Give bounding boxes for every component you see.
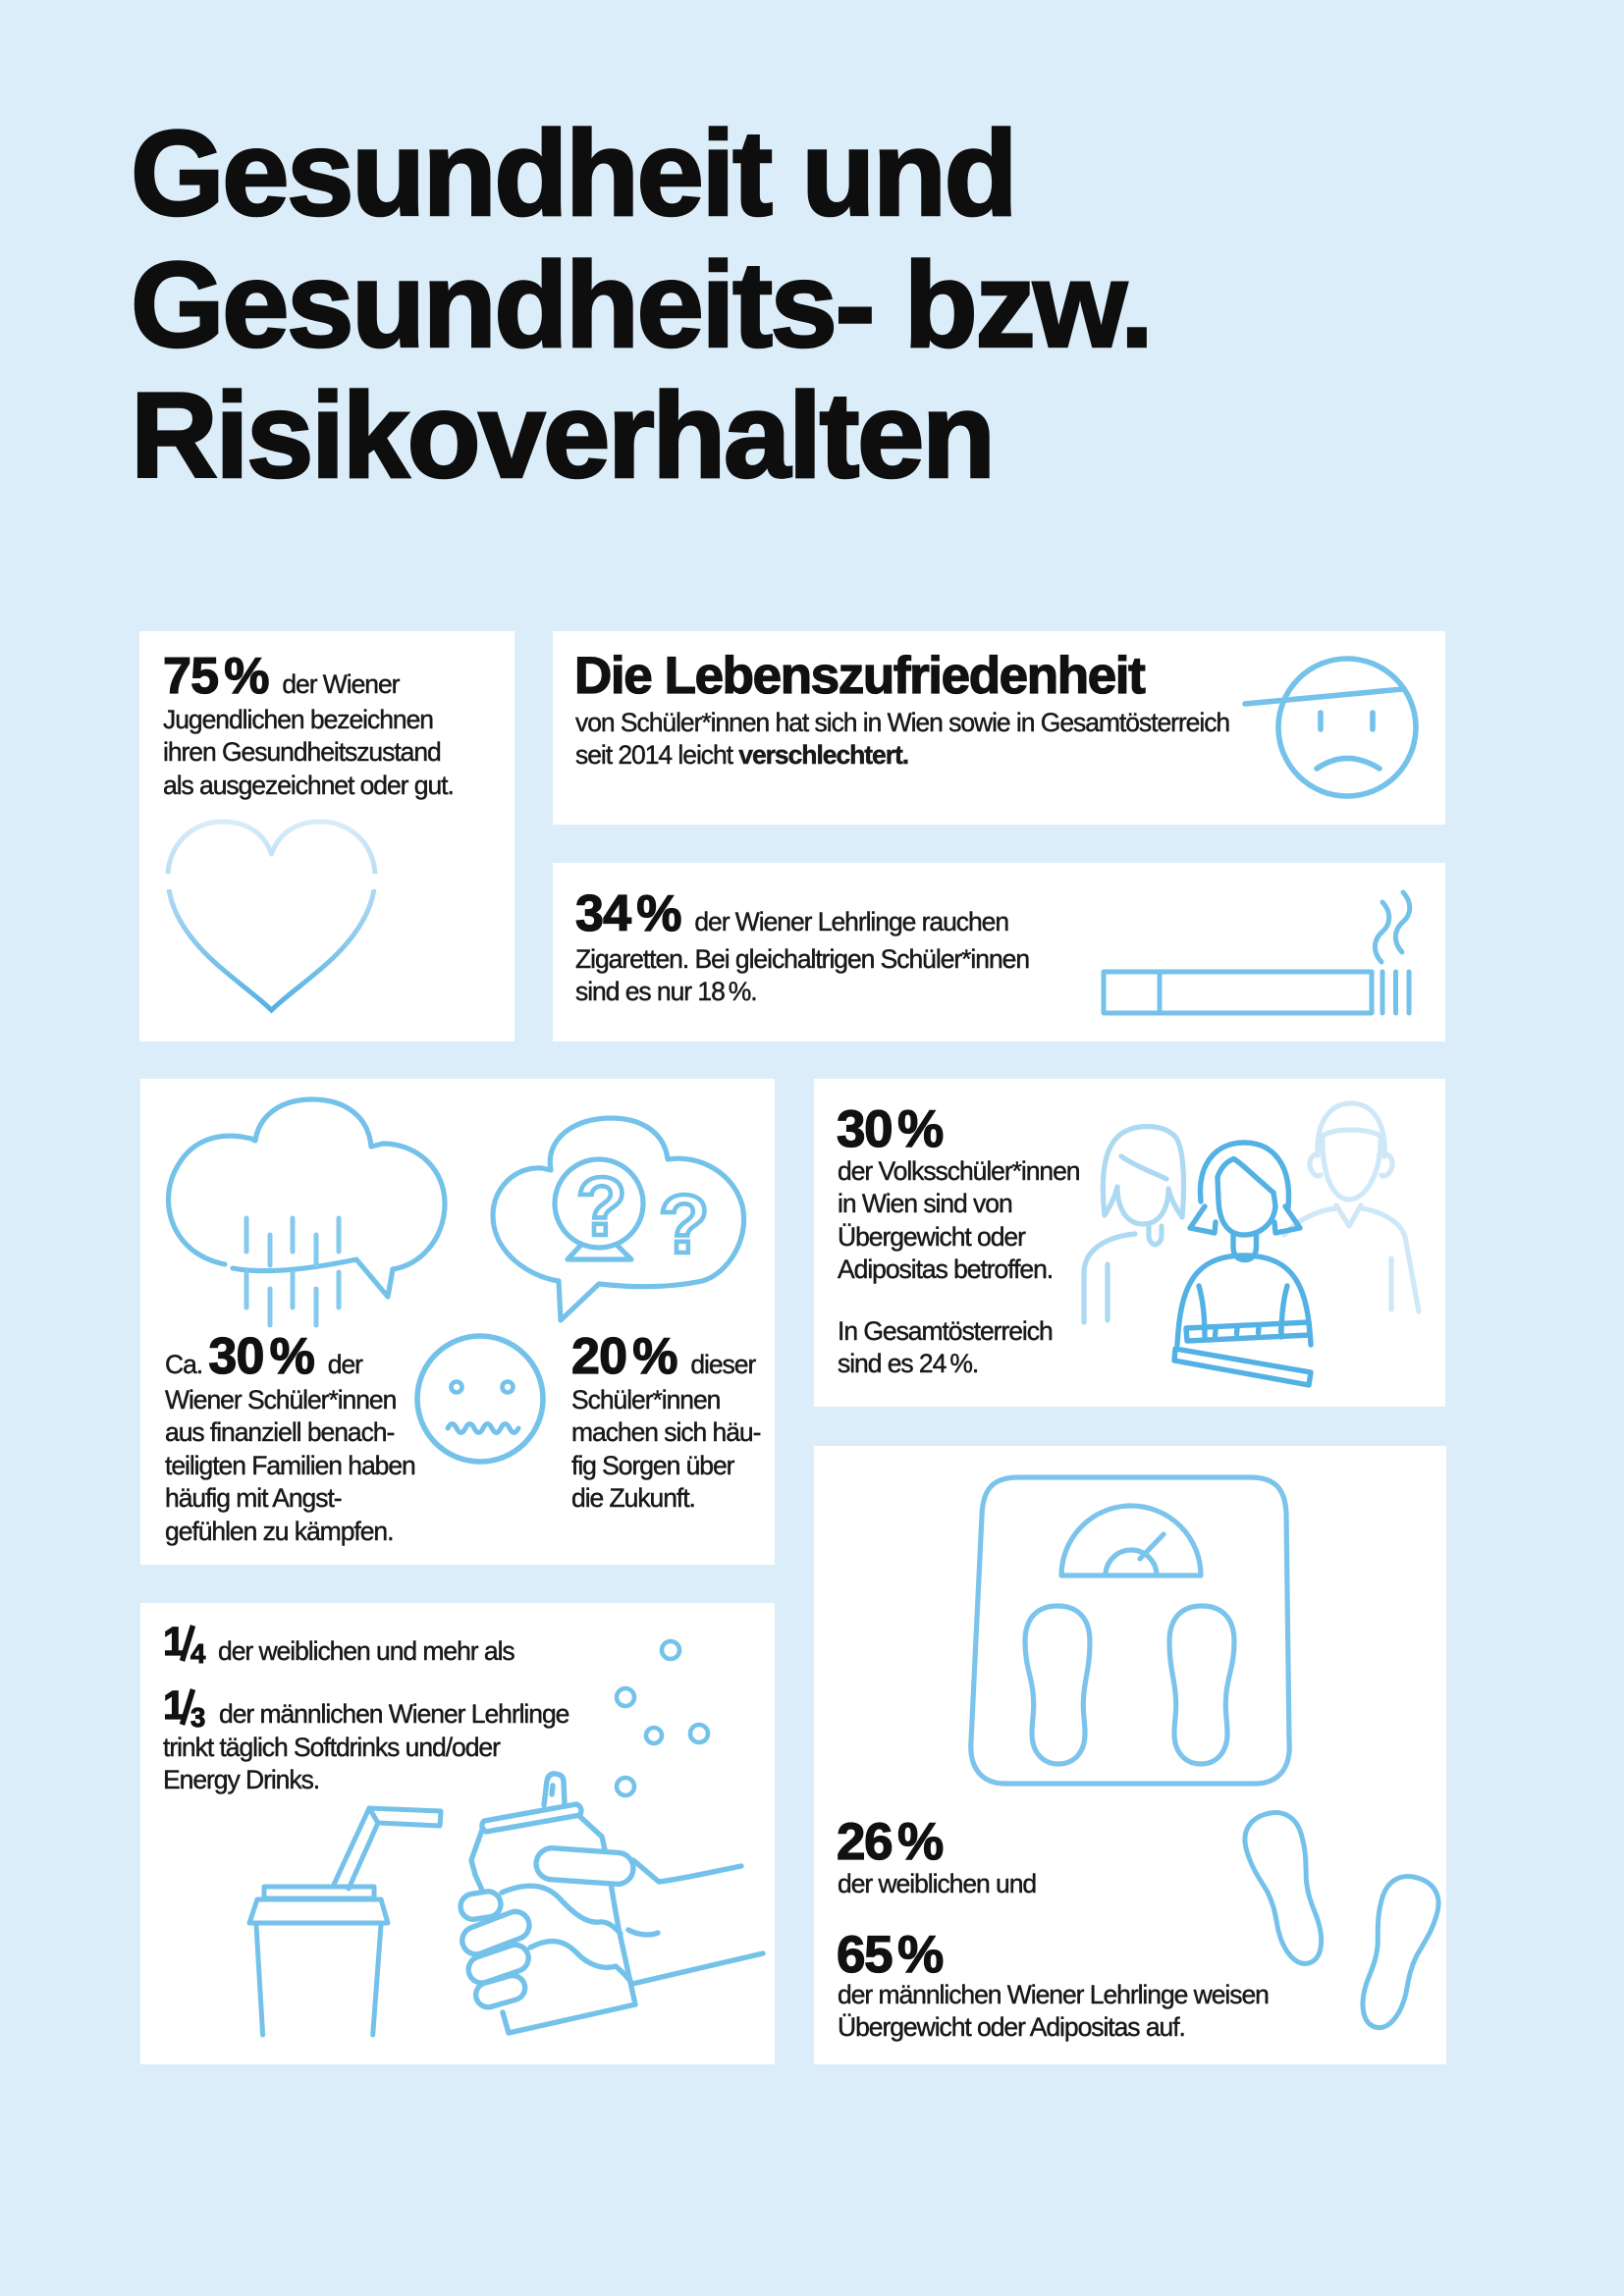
svg-text:3: 3	[190, 1702, 205, 1733]
svg-text:?: ?	[576, 1160, 626, 1253]
svg-text:?: ?	[659, 1178, 709, 1270]
svg-text:1: 1	[163, 1619, 186, 1664]
svg-text:4: 4	[190, 1638, 206, 1669]
